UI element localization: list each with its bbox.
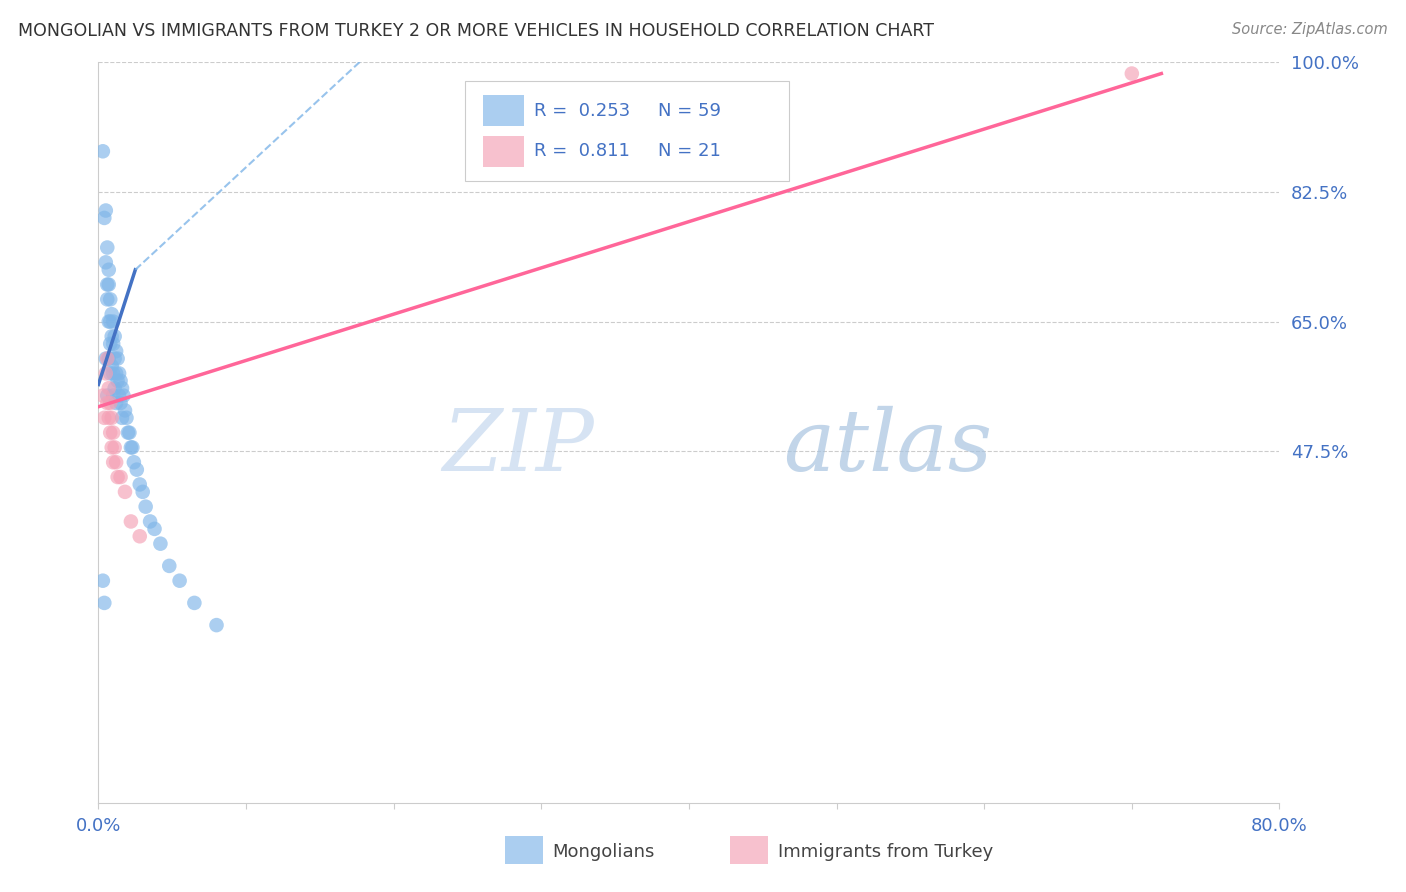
Point bbox=[98, 314, 121, 328]
Point bbox=[143, 522, 166, 536]
Point bbox=[115, 410, 138, 425]
Point bbox=[118, 425, 141, 440]
FancyBboxPatch shape bbox=[484, 95, 523, 126]
FancyBboxPatch shape bbox=[484, 136, 523, 167]
Point bbox=[107, 351, 129, 366]
Point bbox=[97, 277, 120, 292]
Point bbox=[104, 381, 127, 395]
Point bbox=[94, 255, 117, 269]
Point bbox=[97, 351, 120, 366]
Point bbox=[122, 455, 145, 469]
Point bbox=[114, 403, 136, 417]
Point bbox=[104, 441, 127, 455]
Point bbox=[1121, 66, 1143, 80]
Point bbox=[117, 425, 139, 440]
Point bbox=[103, 336, 125, 351]
Point bbox=[104, 351, 127, 366]
Point bbox=[96, 240, 118, 255]
Point bbox=[94, 351, 117, 366]
Point bbox=[100, 359, 122, 373]
Point bbox=[111, 381, 134, 395]
Text: Source: ZipAtlas.com: Source: ZipAtlas.com bbox=[1232, 22, 1388, 37]
Point bbox=[104, 329, 127, 343]
Point bbox=[91, 145, 114, 159]
Point bbox=[110, 470, 132, 484]
Point bbox=[98, 367, 121, 381]
Point bbox=[110, 374, 132, 388]
Point bbox=[94, 367, 117, 381]
Point bbox=[205, 618, 228, 632]
Point bbox=[93, 211, 115, 225]
Text: atlas: atlas bbox=[783, 406, 993, 489]
Point bbox=[110, 396, 132, 410]
Point bbox=[157, 558, 180, 573]
Point bbox=[93, 410, 115, 425]
Point bbox=[91, 574, 114, 588]
Point bbox=[103, 455, 125, 469]
Point bbox=[132, 484, 155, 499]
Point bbox=[128, 529, 150, 543]
Point bbox=[97, 314, 120, 328]
Point bbox=[96, 293, 118, 307]
Point bbox=[100, 307, 122, 321]
Point bbox=[96, 351, 118, 366]
Point bbox=[111, 410, 134, 425]
Point bbox=[125, 462, 148, 476]
Point bbox=[120, 441, 142, 455]
Point bbox=[135, 500, 157, 514]
Point bbox=[103, 314, 125, 328]
Text: N = 59: N = 59 bbox=[658, 102, 721, 120]
Point bbox=[108, 388, 131, 402]
Point bbox=[114, 484, 136, 499]
FancyBboxPatch shape bbox=[464, 81, 789, 181]
Point bbox=[97, 262, 120, 277]
Point bbox=[128, 477, 150, 491]
Point bbox=[98, 293, 121, 307]
Point bbox=[183, 596, 205, 610]
Point bbox=[103, 425, 125, 440]
Point bbox=[139, 515, 162, 529]
Text: MONGOLIAN VS IMMIGRANTS FROM TURKEY 2 OR MORE VEHICLES IN HOUSEHOLD CORRELATION : MONGOLIAN VS IMMIGRANTS FROM TURKEY 2 OR… bbox=[18, 22, 934, 40]
Point bbox=[100, 441, 122, 455]
Text: Immigrants from Turkey: Immigrants from Turkey bbox=[778, 843, 993, 861]
Point bbox=[121, 441, 143, 455]
Point bbox=[108, 367, 131, 381]
Text: R =  0.811: R = 0.811 bbox=[534, 143, 630, 161]
Point bbox=[107, 470, 129, 484]
Point bbox=[107, 374, 129, 388]
Point bbox=[105, 367, 128, 381]
Point bbox=[100, 410, 122, 425]
Point bbox=[105, 396, 128, 410]
Point bbox=[120, 515, 142, 529]
Point bbox=[94, 203, 117, 218]
Point bbox=[105, 344, 128, 359]
Point bbox=[93, 596, 115, 610]
Point bbox=[103, 388, 125, 402]
Point bbox=[103, 367, 125, 381]
Point bbox=[97, 410, 120, 425]
Text: R =  0.253: R = 0.253 bbox=[534, 102, 630, 120]
Text: N = 21: N = 21 bbox=[658, 143, 721, 161]
Point bbox=[169, 574, 191, 588]
Point bbox=[97, 381, 120, 395]
Point bbox=[96, 396, 118, 410]
Point bbox=[91, 388, 114, 402]
Text: Mongolians: Mongolians bbox=[553, 843, 655, 861]
Point bbox=[98, 336, 121, 351]
Point bbox=[100, 329, 122, 343]
Point bbox=[112, 388, 135, 402]
Point bbox=[105, 455, 128, 469]
Point bbox=[149, 536, 172, 550]
Point bbox=[98, 425, 121, 440]
Point bbox=[96, 388, 118, 402]
Point bbox=[98, 396, 121, 410]
Text: ZIP: ZIP bbox=[443, 406, 595, 489]
Point bbox=[96, 277, 118, 292]
